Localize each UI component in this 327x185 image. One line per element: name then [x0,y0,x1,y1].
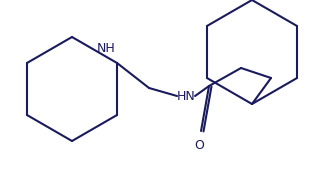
Text: NH: NH [96,43,115,56]
Text: O: O [194,139,204,152]
Text: HN: HN [177,90,196,102]
